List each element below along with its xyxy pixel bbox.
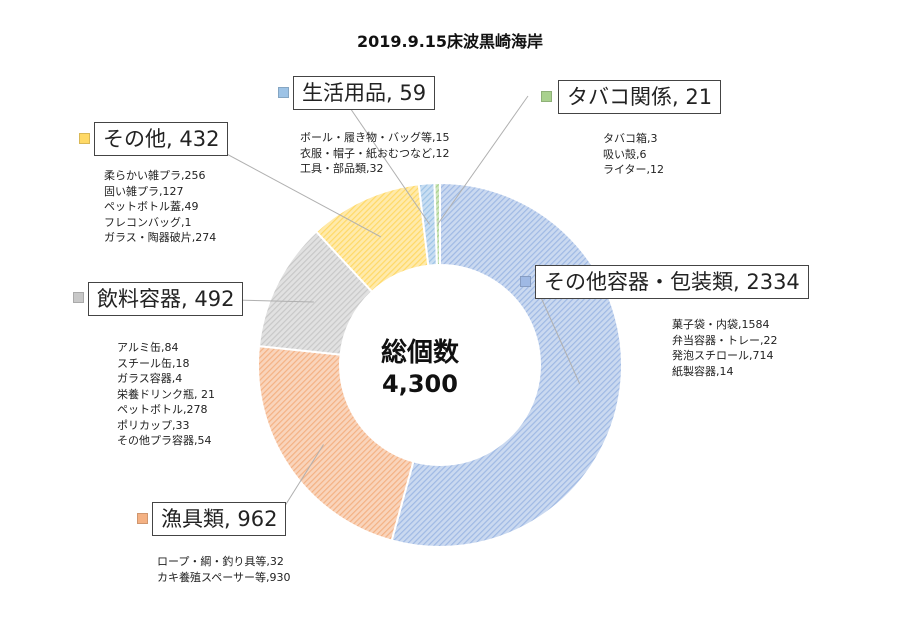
breakdown-item: 発泡スチロール,714	[672, 349, 774, 362]
breakdown-item: アルミ缶,84	[117, 341, 179, 354]
breakdown-item: カキ養殖スペーサー等,930	[157, 570, 291, 584]
leader-line-containers	[534, 283, 581, 385]
leader-line-beverage	[233, 299, 314, 303]
breakdown-item: 衣服・帽子・紙おむつなど,12	[300, 146, 450, 160]
breakdown-item: 紙製容器,14	[672, 364, 734, 378]
leader-line-daily	[345, 101, 431, 225]
category-label-containers: その他容器・包装類, 2334	[535, 265, 809, 300]
breakdown-list-containers: 菓子袋・内袋,1584 弁当容器・トレー,22 発泡スチロール,714 紙製容器,14	[672, 317, 778, 379]
breakdown-item: ペットボトル,278	[117, 403, 208, 416]
category-label-other: その他, 432	[94, 122, 229, 157]
breakdown-item: 工具・部品類,32	[300, 162, 384, 175]
breakdown-item: 菓子袋・内袋,1584	[672, 318, 770, 331]
breakdown-item: ライター,12	[603, 163, 665, 176]
legend-swatch-daily	[278, 87, 289, 98]
breakdown-list-beverage: アルミ缶,84 スチール缶,18 ガラス容器,4 栄養ドリンク瓶, 21 ペットボトル,…	[117, 340, 215, 449]
breakdown-item: フレコンバッグ,1	[104, 215, 192, 229]
center-total-label: 総個数	[380, 338, 459, 368]
legend-swatch-other	[79, 133, 90, 144]
legend-swatch-tobacco	[541, 91, 552, 102]
breakdown-item: タバコ箱,3	[603, 132, 658, 145]
breakdown-item: ガラス容器,4	[117, 372, 183, 385]
leader-line-tobacco	[437, 95, 529, 225]
breakdown-item: ロープ・綱・釣り具等,32	[157, 555, 284, 568]
breakdown-item: その他プラ容器,54	[117, 434, 212, 447]
center-total-value: 4,300	[382, 370, 458, 398]
chart-title: 2019.9.15床波黒崎海岸	[356, 32, 544, 51]
legend-swatch-beverage	[73, 292, 84, 303]
breakdown-item: ボール・履き物・バッグ等,15	[300, 131, 450, 144]
breakdown-list-other: 柔らかい雑プラ,256 固い雑プラ,127 ペットボトル蓋,49 フレコンバッグ,1 ガ…	[104, 168, 216, 246]
breakdown-list-fishing: ロープ・綱・釣り具等,32 カキ養殖スペーサー等,930	[157, 554, 291, 585]
breakdown-item: 固い雑プラ,127	[104, 184, 184, 198]
legend-swatch-fishing	[137, 513, 148, 524]
category-label-beverage: 飲料容器, 492	[88, 282, 244, 317]
breakdown-item: 吸い殻,6	[603, 147, 647, 161]
breakdown-item: ポリカップ,33	[117, 418, 190, 432]
category-label-fishing: 漁具類, 962	[152, 502, 287, 537]
legend-swatch-containers	[520, 276, 531, 287]
breakdown-item: 弁当容器・トレー,22	[672, 333, 778, 347]
category-label-daily: 生活用品, 59	[293, 76, 436, 111]
donut-slice-fishing	[257, 345, 415, 542]
breakdown-item: ガラス・陶器破片,274	[104, 231, 217, 244]
category-label-tobacco: タバコ関係, 21	[558, 80, 722, 115]
donut-slice-tobacco	[433, 181, 441, 267]
breakdown-list-daily: ボール・履き物・バッグ等,15 衣服・帽子・紙おむつなど,12 工具・部品類,32	[300, 130, 450, 177]
breakdown-item: ペットボトル蓋,49	[104, 200, 199, 213]
breakdown-list-tobacco: タバコ箱,3 吸い殻,6 ライター,12	[603, 131, 664, 178]
leader-line-other	[209, 144, 382, 238]
breakdown-item: 栄養ドリンク瓶, 21	[117, 387, 215, 401]
breakdown-item: スチール缶,18	[117, 356, 190, 370]
breakdown-item: 柔らかい雑プラ,256	[104, 169, 206, 182]
